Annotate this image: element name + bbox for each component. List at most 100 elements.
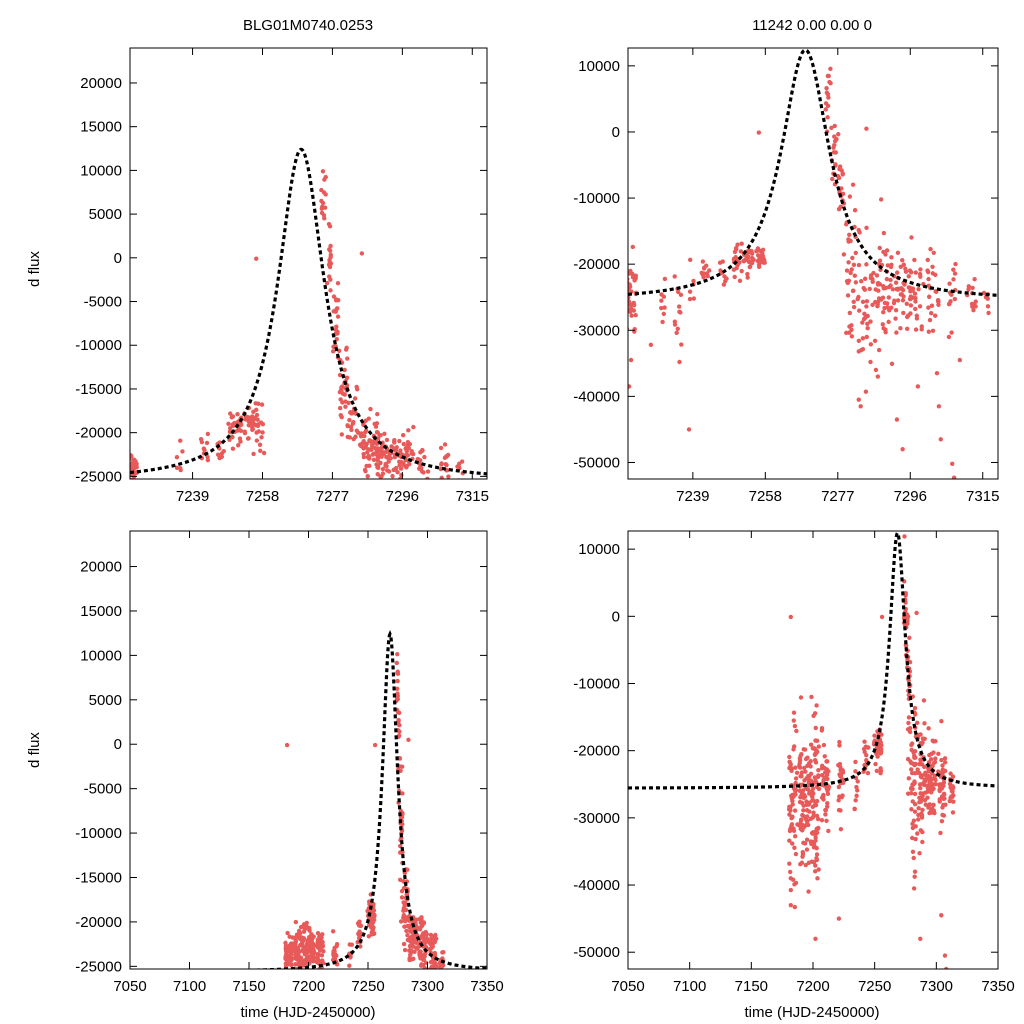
data-point [328, 252, 334, 258]
data-point [205, 431, 211, 437]
data-point [952, 271, 958, 276]
data-point [445, 452, 451, 458]
data-point [717, 260, 723, 265]
data-point [375, 465, 381, 471]
data-point [920, 829, 925, 835]
data-point [860, 320, 865, 325]
y-tick-label: -5000 [84, 294, 122, 311]
data-point [328, 261, 334, 266]
data-point [823, 812, 828, 817]
data-point [633, 313, 638, 318]
data-point [832, 138, 838, 144]
data-point [788, 826, 793, 832]
data-point [850, 255, 855, 261]
data-point [321, 213, 327, 218]
data-point [284, 742, 290, 748]
data-point [251, 451, 256, 457]
data-point [787, 861, 792, 866]
data-point [881, 326, 886, 331]
data-point [850, 182, 856, 187]
panel-title-right: 11242 0.00 0.00 0 [752, 17, 872, 34]
data-point [881, 249, 886, 255]
data-point [397, 476, 403, 479]
data-point [867, 286, 872, 292]
data-point [926, 283, 931, 288]
data-point [940, 763, 945, 768]
data-point [288, 961, 294, 967]
data-point [745, 254, 751, 259]
data-point [910, 782, 916, 787]
data-point [384, 468, 390, 473]
data-point [844, 279, 850, 284]
data-point [922, 721, 927, 726]
data-point [397, 723, 402, 728]
data-point [853, 759, 858, 765]
data-point [286, 949, 292, 954]
data-point [790, 841, 795, 846]
data-point [838, 826, 844, 832]
data-point [871, 270, 876, 276]
data-point [812, 746, 817, 751]
data-point [201, 446, 207, 451]
data-point [877, 245, 882, 251]
data-point [915, 720, 920, 726]
data-point [401, 941, 407, 947]
data-point [297, 943, 303, 948]
data-point [905, 727, 911, 732]
data-point [345, 423, 350, 428]
data-point [359, 441, 365, 447]
data-point [363, 418, 368, 423]
data-point [883, 329, 888, 335]
data-point [816, 773, 821, 778]
data-point [926, 276, 931, 282]
data-point [417, 927, 423, 932]
data-point [444, 462, 449, 468]
data-point [442, 455, 448, 460]
data-point [352, 396, 358, 401]
data-point [395, 670, 400, 676]
data-point [921, 698, 927, 703]
data-point [631, 302, 637, 308]
data-point [835, 173, 841, 179]
data-point [327, 257, 332, 263]
data-point [260, 430, 265, 435]
data-point [792, 808, 798, 813]
data-point [328, 288, 333, 293]
data-point [931, 802, 936, 808]
data-point [628, 357, 634, 363]
data-point [760, 252, 765, 258]
data-point [846, 260, 851, 265]
data-point [874, 768, 880, 774]
data-point [318, 947, 323, 952]
data-point [908, 760, 914, 766]
data-point [732, 249, 738, 255]
data-point [929, 311, 934, 316]
data-point [972, 277, 977, 282]
data-point [985, 304, 991, 309]
data-point [320, 204, 325, 210]
data-point [941, 796, 946, 801]
data-point [429, 936, 434, 941]
data-point [939, 719, 944, 724]
data-point [419, 465, 424, 471]
x-tick-label: 7350 [981, 978, 1014, 995]
data-point [863, 389, 869, 394]
data-point [199, 439, 205, 445]
data-point [397, 710, 402, 715]
data-point [826, 828, 831, 834]
data-point [873, 761, 878, 767]
data-point [899, 292, 904, 297]
data-point [759, 249, 764, 254]
data-point [844, 222, 849, 227]
data-point [878, 740, 883, 745]
data-point [825, 73, 831, 79]
y-tick-label: 10000 [578, 58, 620, 75]
x-tick-label: 7150 [232, 978, 265, 995]
data-point [837, 739, 842, 745]
data-point [792, 904, 798, 910]
data-point [904, 326, 910, 332]
data-point [180, 449, 185, 454]
x-tick-label: 7239 [676, 488, 709, 505]
data-point [870, 302, 875, 308]
data-point [442, 442, 448, 447]
